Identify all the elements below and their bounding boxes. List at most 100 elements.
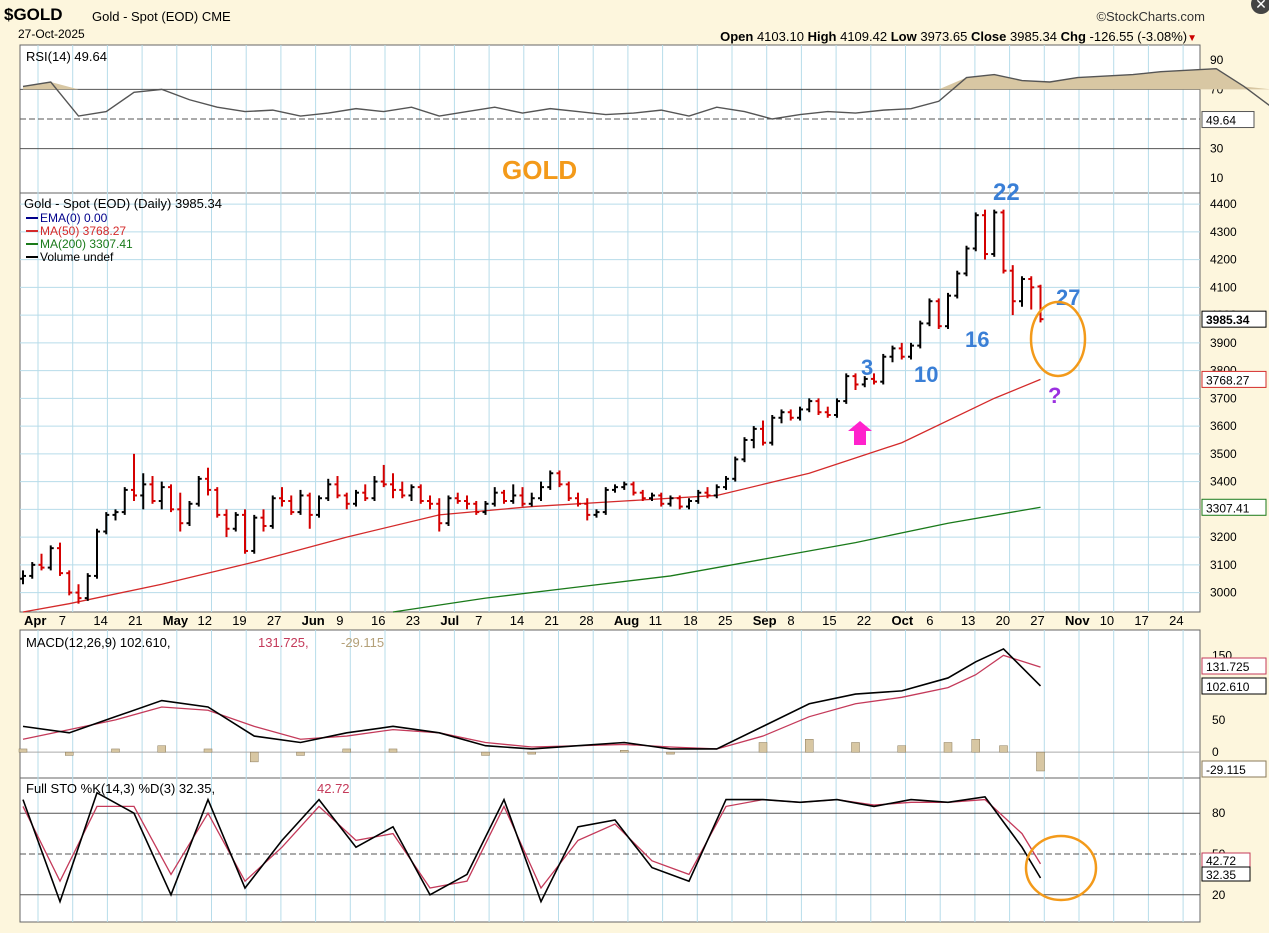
price-legend-item: MA(200) 3307.41 — [40, 237, 133, 251]
macd-panel — [19, 629, 1201, 779]
price-value-box — [1201, 498, 1267, 516]
high-label: High — [807, 29, 837, 44]
x-tick-label: 9 — [336, 613, 343, 628]
target-circle — [1029, 300, 1087, 378]
macd-histogram-bar — [851, 742, 860, 753]
macd-histogram-bar — [388, 748, 398, 753]
x-tick-label: Nov — [1065, 613, 1090, 628]
price-value-box — [1201, 370, 1267, 388]
macd-histogram-bar — [943, 742, 953, 753]
question-mark: ? — [1048, 383, 1061, 408]
macd-histogram-bar — [999, 745, 1008, 753]
x-tick-label: 6 — [926, 613, 933, 628]
x-tick-label: 16 — [371, 613, 385, 628]
macd-value-label: 131.725 — [1206, 660, 1250, 674]
x-tick-label: Jul — [440, 613, 459, 628]
x-tick-label: May — [163, 613, 189, 628]
rsi-legend: RSI(14) 49.64 — [26, 49, 107, 64]
x-tick-label: 20 — [996, 613, 1010, 628]
sto-tick-label: 80 — [1212, 806, 1226, 820]
x-tick-label: 22 — [857, 613, 871, 628]
macd-histogram-bar — [18, 748, 28, 753]
price-legend-title: Gold - Spot (EOD) (Daily) 3985.34 — [24, 196, 222, 211]
x-tick-label: 21 — [128, 613, 142, 628]
macd-value-box — [1201, 760, 1267, 778]
rsi-tick-label: 10 — [1210, 171, 1224, 185]
macd-histogram-bar — [897, 745, 906, 753]
open-value: 4103.10 — [756, 29, 804, 44]
price-legend-item: Volume undef — [40, 250, 114, 264]
wave-16-label: 16 — [965, 327, 989, 352]
price-tick-label: 3600 — [1210, 419, 1237, 433]
x-tick-label: 18 — [683, 613, 697, 628]
x-tick-label: 25 — [718, 613, 732, 628]
x-tick-label: 10 — [1100, 613, 1114, 628]
price-tick-label: 3200 — [1210, 530, 1237, 544]
exchange: CME — [201, 9, 231, 24]
sto-tick-label: 20 — [1212, 888, 1226, 902]
sto-k-line — [22, 791, 1042, 905]
macd-histogram-bar — [527, 751, 536, 755]
macd-histogram-bar — [65, 751, 74, 756]
sto-value-box — [1201, 866, 1251, 882]
x-tick-label: 23 — [406, 613, 420, 628]
chart-date: 27-Oct-2025 — [18, 27, 85, 41]
macd-histogram-bar — [1036, 751, 1045, 772]
down-triangle-icon: ▼ — [1187, 33, 1197, 44]
close-label: Close — [970, 29, 1007, 44]
macd-histogram-bar — [342, 748, 351, 753]
macd-histogram-bar — [481, 751, 490, 756]
price-tick-label: 3400 — [1210, 475, 1237, 489]
macd-legend-signal: 131.725, — [258, 635, 309, 650]
rsi-tick-label: 30 — [1210, 142, 1224, 156]
close-value: 3985.34 — [1010, 29, 1057, 44]
wave-22-label: 22 — [993, 179, 1020, 206]
macd-histogram-bar — [111, 748, 120, 753]
symbol: $GOLD — [4, 5, 63, 24]
high-value: 4109.42 — [840, 29, 888, 44]
macd-histogram-bar — [157, 745, 166, 753]
price-tick-label: 3900 — [1210, 336, 1237, 350]
macd-value-label: 102.610 — [1206, 680, 1250, 694]
close-icon[interactable]: ✕ — [1251, 0, 1269, 14]
price-tick-label: 3500 — [1210, 447, 1237, 461]
x-tick-label: 27 — [267, 613, 281, 628]
macd-value-label: -29.115 — [1206, 763, 1246, 777]
macd-histogram-bar — [296, 751, 305, 756]
price-tick-label: 4100 — [1210, 280, 1237, 294]
brand: ©StockCharts.com — [1096, 9, 1205, 24]
macd-histogram-bar — [758, 742, 768, 753]
x-tick-label: Sep — [753, 613, 777, 628]
rsi-overbought-fill — [23, 68, 1269, 90]
x-tick-label: 13 — [961, 613, 975, 628]
sto-legend-d: 42.72 — [317, 781, 350, 796]
sto-target-circle — [1024, 834, 1098, 902]
chg-label: Chg — [1060, 29, 1086, 44]
sto-legend: Full STO %K(14,3) %D(3) 32.35, — [26, 781, 215, 796]
low-label: Low — [890, 29, 917, 44]
wave-3-label: 3 — [861, 355, 873, 380]
x-tick-label: 8 — [787, 613, 794, 628]
x-tick-label: Jun — [302, 613, 325, 628]
macd-legend-hist: -29.115 — [341, 635, 384, 650]
macd-value-box — [1201, 677, 1267, 695]
price-tick-label: 4300 — [1210, 225, 1237, 239]
macd-signal-line — [22, 654, 1041, 750]
x-tick-label: 19 — [232, 613, 246, 628]
sto-value-label: 32.35 — [1206, 868, 1236, 882]
x-tick-label: 7 — [59, 613, 66, 628]
wave-10-label: 10 — [914, 362, 938, 387]
rsi-line — [22, 67, 1269, 120]
price-panel — [19, 192, 1201, 613]
macd-legend: MACD(12,26,9) 102.610, — [26, 635, 171, 650]
price-value-label: 3985.34 — [1206, 313, 1250, 327]
rsi-value-box — [1201, 111, 1255, 129]
x-tick-label: 21 — [545, 613, 559, 628]
low-value: 3973.65 — [920, 29, 968, 44]
price-tick-label: 4400 — [1210, 197, 1237, 211]
x-tick-label: 15 — [822, 613, 836, 628]
rsi-tick-label: 90 — [1210, 53, 1224, 67]
wave-27-label: 27 — [1056, 285, 1080, 310]
x-tick-label: 14 — [93, 613, 107, 628]
macd-tick-label: 0 — [1212, 745, 1219, 759]
